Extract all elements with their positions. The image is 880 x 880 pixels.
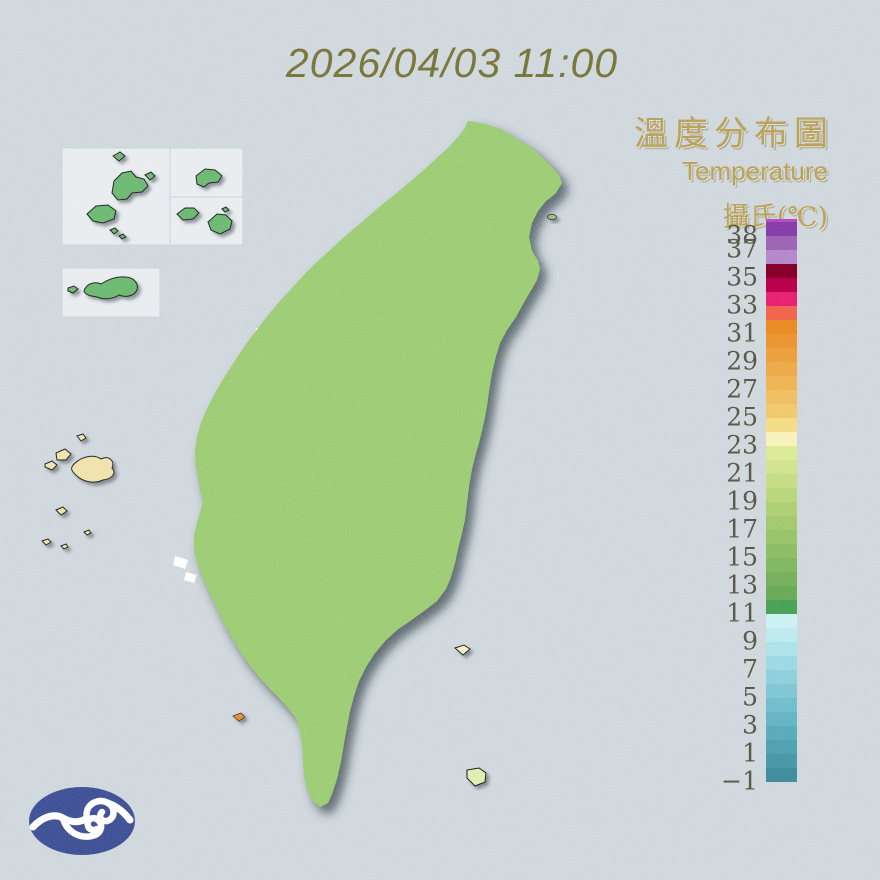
penghu-islands bbox=[41, 433, 115, 550]
matsu-inset bbox=[61, 147, 244, 246]
liuqiu-island bbox=[232, 712, 246, 722]
map-title-zh: 溫度分布圖 bbox=[634, 114, 834, 154]
map-unit-label: 攝氏(℃) bbox=[722, 202, 828, 233]
kinmen-inset bbox=[61, 267, 161, 318]
datetime-title: 2026/04/03 11:00 bbox=[285, 40, 619, 86]
green-island bbox=[454, 644, 471, 656]
map-title-en: Temperature bbox=[682, 156, 828, 186]
map-titles: 溫度分布圖 Temperature 攝氏(℃) bbox=[634, 106, 828, 234]
turtle-island bbox=[547, 213, 557, 220]
cwb-logo bbox=[29, 787, 135, 855]
orchid-island bbox=[466, 767, 487, 787]
